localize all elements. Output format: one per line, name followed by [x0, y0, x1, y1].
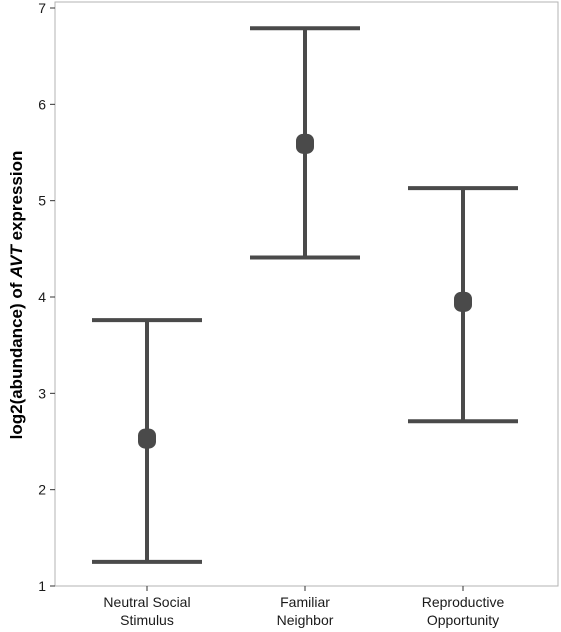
x-tick-label: Familiar Neighbor — [277, 594, 334, 628]
y-tick-label: 1 — [38, 578, 46, 594]
mean-point — [138, 428, 156, 449]
y-tick-label: 4 — [38, 289, 46, 305]
plot-marks — [92, 26, 518, 564]
x-tick-label-line: Familiar — [280, 594, 330, 610]
x-tick-label: Neutral Social Stimulus — [103, 594, 190, 628]
mean-point — [454, 291, 472, 312]
x-tick-label-line: Neighbor — [277, 612, 334, 628]
y-tick-label: 6 — [38, 96, 46, 112]
y-axis: 1 2 3 4 5 6 7 — [38, 0, 55, 594]
plot-panel-frame — [54, 1, 559, 587]
y-axis-label-part-3: expression — [7, 151, 26, 246]
y-axis-label: log2(abundance) of AVT expression — [7, 151, 26, 440]
x-tick-label-line: Neutral Social — [103, 594, 190, 610]
y-axis-label-part-2: AVT — [7, 244, 26, 279]
error-bar-group — [408, 186, 518, 424]
y-tick-label: 7 — [38, 0, 46, 16]
x-tick-label-line: Reproductive — [422, 594, 505, 610]
y-tick-label: 3 — [38, 385, 46, 401]
error-bar-group — [250, 26, 360, 260]
y-tick-label: 2 — [38, 482, 46, 498]
error-bar-group — [92, 318, 202, 564]
x-tick-label: Reproductive Opportunity — [422, 594, 505, 628]
x-tick-label-line: Stimulus — [120, 612, 174, 628]
mean-point — [296, 133, 314, 154]
x-axis: Neutral Social Stimulus Familiar Neighbor Re… — [103, 586, 504, 628]
y-tick-label: 5 — [38, 193, 46, 209]
y-axis-label-part-1: log2(abundance) of — [7, 278, 26, 440]
x-tick-label-line: Opportunity — [427, 612, 499, 628]
